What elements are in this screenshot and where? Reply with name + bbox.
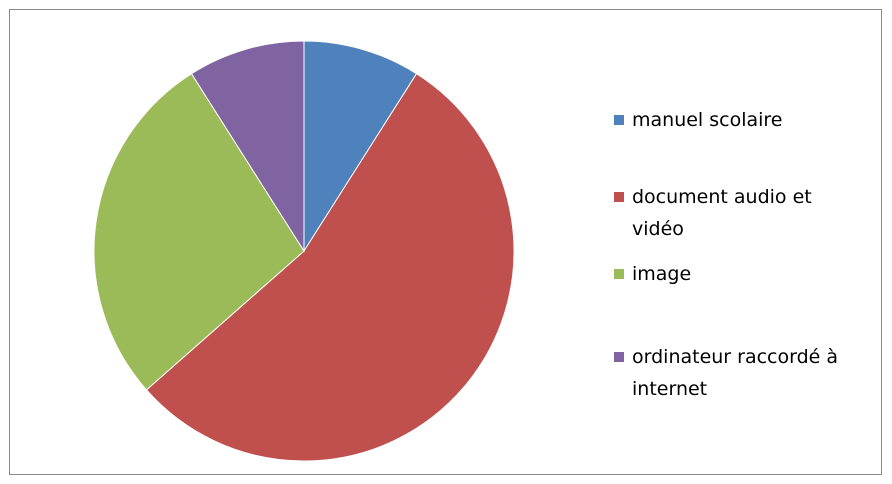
legend-label: image [632,263,692,285]
legend-item: ordinateur raccordé à internet [614,341,850,405]
legend-label: document audio et vidéo [632,186,812,240]
legend-item: document audio et vidéo [614,181,850,245]
legend-swatch [614,115,624,125]
pie-slice [145,73,515,462]
legend-swatch [614,352,624,362]
legend-label: manuel scolaire [632,109,783,131]
pie-slice [303,40,418,253]
pie-slice [190,40,305,253]
chart-frame [9,9,882,475]
legend-item: manuel scolaire [614,104,850,136]
pie-slice [93,73,305,391]
legend-label: ordinateur raccordé à internet [632,346,839,400]
legend-item: image [614,258,850,290]
legend-swatch [614,269,624,279]
legend-swatch [614,192,624,202]
